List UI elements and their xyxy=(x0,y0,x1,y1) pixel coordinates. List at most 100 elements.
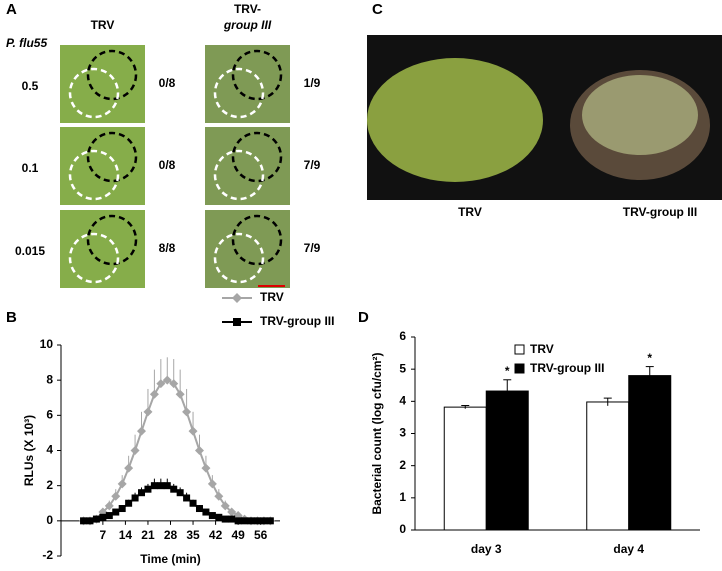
marker xyxy=(194,446,204,455)
legend-label: TRV xyxy=(530,342,554,356)
marker xyxy=(215,513,223,521)
marker xyxy=(253,517,261,525)
marker xyxy=(130,446,140,455)
inoculation-circle xyxy=(213,149,265,201)
marker xyxy=(195,505,203,513)
marker xyxy=(92,515,100,523)
y-tick-label: -2 xyxy=(42,548,53,562)
x-tick-label: 56 xyxy=(254,528,268,542)
score: 7/9 xyxy=(304,241,321,255)
legend-label: TRV xyxy=(260,290,284,304)
annotation: * xyxy=(505,364,510,378)
y-tick-label: 8 xyxy=(46,372,53,386)
y-tick-label: 0 xyxy=(46,513,53,527)
leaf-photo xyxy=(60,127,145,205)
marker xyxy=(138,489,146,497)
marker xyxy=(163,482,171,490)
leaf-photo xyxy=(205,127,290,205)
y-tick-label: 5 xyxy=(399,361,406,375)
y-axis-label: Bacterial count (log cfu/cm²) xyxy=(370,352,384,514)
y-tick-label: 10 xyxy=(40,337,54,351)
marker xyxy=(234,517,242,525)
photo-caption: TRV xyxy=(458,205,482,219)
bar xyxy=(628,375,672,531)
score: 0/8 xyxy=(159,158,176,172)
marker xyxy=(117,479,127,489)
x-tick-label: 21 xyxy=(141,528,155,542)
marker xyxy=(207,479,217,489)
x-tick-label: 14 xyxy=(119,528,133,542)
marker xyxy=(241,517,249,525)
marker xyxy=(149,389,159,399)
marker xyxy=(247,517,255,525)
x-axis-label: Time (min) xyxy=(140,552,200,566)
column-header: TRV xyxy=(91,18,115,32)
y-tick-label: 3 xyxy=(399,426,406,440)
inoculation-circle xyxy=(231,214,283,266)
leaf-photo xyxy=(205,210,290,288)
marker xyxy=(182,407,192,417)
score: 8/8 xyxy=(159,241,176,255)
photo-caption: TRV-group III xyxy=(623,205,697,219)
marker xyxy=(157,482,165,490)
x-tick-label: 35 xyxy=(186,528,200,542)
column-header: group III xyxy=(223,18,272,32)
marker xyxy=(202,508,210,516)
marker xyxy=(188,426,198,436)
inoculation-circle xyxy=(231,49,283,101)
inoculation-circle xyxy=(231,131,283,183)
marker xyxy=(111,491,121,501)
score: 0/8 xyxy=(159,76,176,90)
legend-label: TRV-group III xyxy=(260,314,334,328)
inoculation-circle xyxy=(86,49,138,101)
x-tick-label: day 3 xyxy=(471,542,502,556)
plant xyxy=(367,58,543,182)
score: 7/9 xyxy=(304,158,321,172)
bar xyxy=(485,390,529,531)
marker xyxy=(105,512,113,520)
legend-swatch xyxy=(514,363,525,374)
marker xyxy=(80,517,88,525)
marker xyxy=(156,379,166,389)
y-tick-label: 2 xyxy=(399,458,406,472)
marker xyxy=(208,512,216,520)
y-tick-label: 6 xyxy=(399,329,406,343)
x-tick-label: day 4 xyxy=(613,542,644,556)
marker xyxy=(266,517,274,525)
panel-label: C xyxy=(372,1,383,18)
series-line xyxy=(83,379,271,522)
marker xyxy=(220,501,230,511)
inoculation-circle xyxy=(68,67,120,119)
marker xyxy=(228,515,236,523)
panel-label: D xyxy=(358,309,369,326)
row-label: 0.5 xyxy=(22,79,39,93)
marker xyxy=(176,489,184,497)
y-tick-label: 2 xyxy=(46,478,53,492)
legend-label: TRV-group III xyxy=(530,361,604,375)
marker xyxy=(118,505,126,513)
legend-marker xyxy=(233,318,241,326)
inoculation-circle xyxy=(86,214,138,266)
plant xyxy=(582,75,698,155)
marker xyxy=(170,485,178,493)
x-tick-label: 42 xyxy=(209,528,223,542)
inoculation-circle xyxy=(213,232,265,284)
row-label: 0.015 xyxy=(15,244,45,258)
bar xyxy=(443,406,487,531)
marker xyxy=(189,499,197,507)
inoculation-circle xyxy=(68,232,120,284)
panel-label: A xyxy=(6,1,17,18)
y-tick-label: 1 xyxy=(399,490,406,504)
annotation: * xyxy=(647,351,652,365)
bar xyxy=(586,401,630,531)
marker xyxy=(124,463,134,473)
marker xyxy=(137,426,147,436)
leaf-photo xyxy=(60,210,145,288)
leaf-photo xyxy=(205,45,290,123)
x-tick-label: 7 xyxy=(100,528,107,542)
marker xyxy=(183,494,191,502)
marker xyxy=(260,517,268,525)
marker xyxy=(201,463,211,473)
marker xyxy=(104,501,114,511)
